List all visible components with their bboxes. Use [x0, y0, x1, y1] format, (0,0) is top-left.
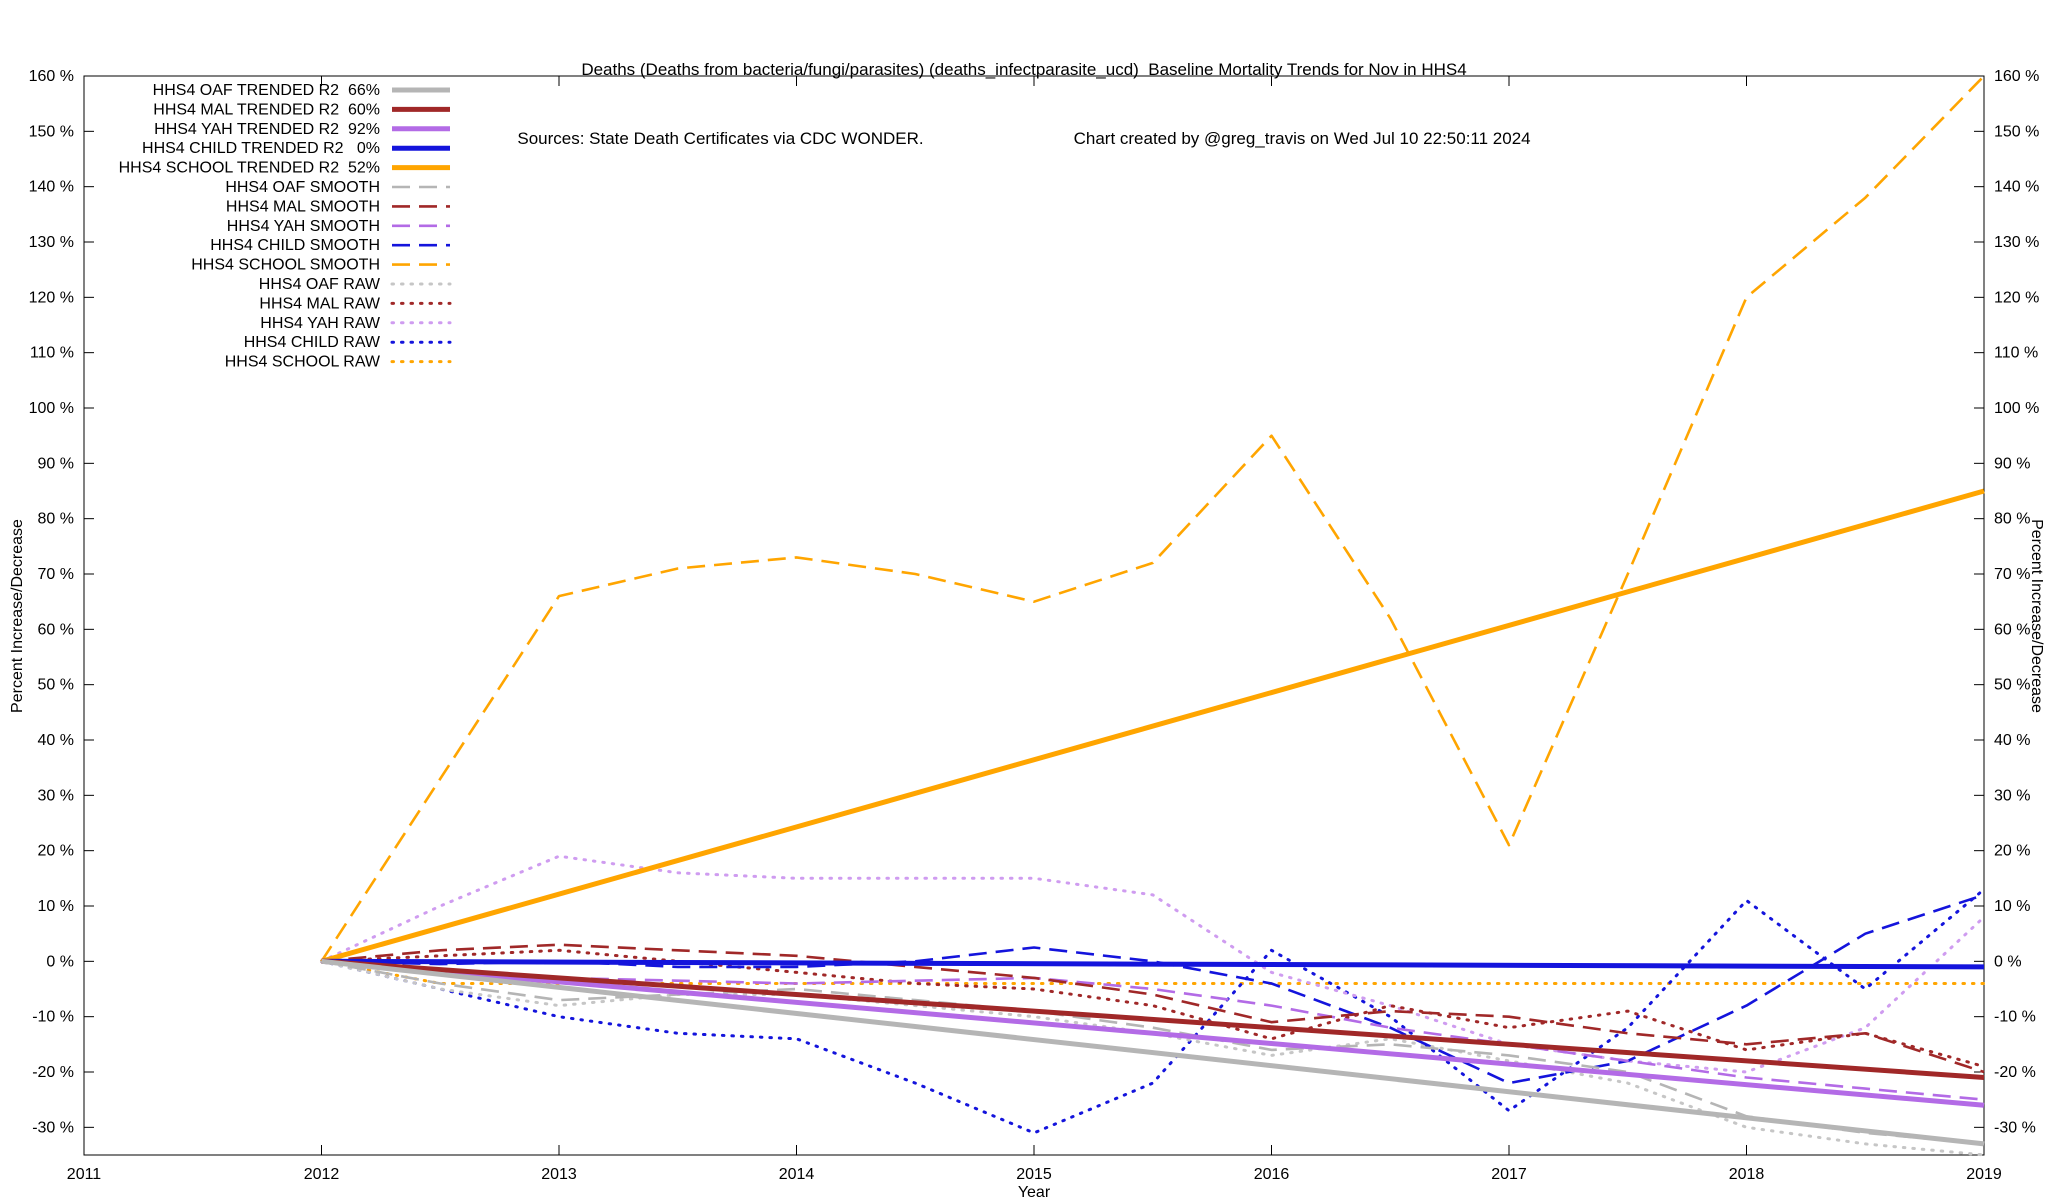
legend-label-yah-smooth: HHS4 YAH SMOOTH: [227, 218, 380, 235]
legend-label-school-trended: HHS4 SCHOOL TRENDED R2 52%: [119, 160, 380, 177]
series-line-mal-smooth: [321, 943, 1985, 1074]
y-tick-label-left: 130 %: [29, 234, 74, 251]
x-tick-label: 2013: [541, 1166, 577, 1183]
x-tick-label: 2018: [1729, 1166, 1765, 1183]
chart-subtitle: Sources: State Death Certificates via CD…: [0, 127, 2048, 150]
y-tick-label-right: 110 %: [1994, 345, 2038, 362]
series-line-school-raw: [320, 959, 1986, 985]
y-tick-label-left: 100 %: [29, 400, 74, 417]
legend-label-child-raw: HHS4 CHILD RAW: [244, 334, 381, 351]
series-line-mal-trended: [321, 958, 1985, 1080]
series-line-mal-raw: [320, 948, 1986, 1068]
legend-label-mal-smooth: HHS4 MAL SMOOTH: [226, 198, 380, 215]
y-tick-label-left: 80 %: [38, 511, 74, 528]
y-tick-label-right: 120 %: [1994, 289, 2039, 306]
legend-label-mal-trended: HHS4 MAL TRENDED R2 60%: [153, 101, 380, 118]
y-tick-label-right: 50 %: [1994, 677, 2030, 694]
y-tick-label-right: 20 %: [1994, 843, 2030, 860]
legend-label-mal-raw: HHS4 MAL RAW: [259, 295, 381, 312]
x-tick-label: 2011: [67, 1166, 102, 1183]
x-tick-label: 2019: [1966, 1166, 2002, 1183]
legend-label-child-trended: HHS4 CHILD TRENDED R2 0%: [142, 140, 380, 157]
y-tick-label-right: 90 %: [1994, 455, 2030, 472]
chart-title: Deaths (Deaths from bacteria/fungi/paras…: [581, 60, 1467, 79]
x-axis-label: Year: [1018, 1184, 1051, 1200]
x-tick-label: 2016: [1254, 1166, 1290, 1183]
series-line-oaf-trended: [321, 958, 1985, 1147]
series-line-child-raw: [320, 887, 1986, 1135]
y-tick-label-left: 20 %: [38, 843, 74, 860]
y-tick-label-left: 110 %: [30, 345, 74, 362]
y-tick-label-left: 160 %: [29, 68, 74, 85]
y-tick-label-right: 100 %: [1994, 400, 2039, 417]
y-tick-label-left: 60 %: [38, 621, 74, 638]
legend-label-school-smooth: HHS4 SCHOOL SMOOTH: [191, 257, 380, 274]
y-tick-label-right: -10 %: [1994, 1009, 2036, 1026]
x-tick-label: 2015: [1016, 1166, 1052, 1183]
legend-label-yah-raw: HHS4 YAH RAW: [260, 315, 381, 332]
y-tick-label-right: 40 %: [1994, 732, 2030, 749]
y-tick-label-right: 160 %: [1994, 68, 2039, 85]
legend-label-oaf-raw: HHS4 OAF RAW: [259, 276, 381, 293]
y-tick-label-left: 30 %: [38, 787, 74, 804]
chart-subtitle-sources: Sources: State Death Certificates via CD…: [517, 129, 924, 148]
y-tick-label-right: 70 %: [1994, 566, 2030, 583]
legend-label-school-raw: HHS4 SCHOOL RAW: [225, 354, 381, 371]
y-tick-label-right: 130 %: [1994, 234, 2039, 251]
y-tick-label-left: 0 %: [46, 953, 74, 970]
chart-subtitle-credit: Chart created by @greg_travis on Wed Jul…: [1073, 129, 1531, 148]
y-tick-label-left: 150 %: [29, 123, 74, 140]
y-tick-label-left: 50 %: [38, 677, 74, 694]
series-line-school-trended: [320, 488, 1985, 964]
y-tick-label-right: 10 %: [1994, 898, 2030, 915]
y-axis-label-right: Percent Increase/Decrease: [2028, 519, 2045, 713]
y-tick-label-left: 40 %: [38, 732, 74, 749]
chart-generated: -30 % -30 % -20 % -20 % -10 % -10 % 0 % 0 % 10 %…: [29, 68, 2040, 1183]
x-tick-label: 2017: [1491, 1166, 1527, 1183]
series-line-yah-trended: [321, 958, 1985, 1108]
y-tick-label-left: 120 %: [29, 289, 74, 306]
series-line-child-trended: [321, 958, 1985, 970]
x-tick-label: 2014: [779, 1166, 815, 1183]
y-tick-label-right: -20 %: [1994, 1064, 2036, 1081]
y-tick-label-left: 140 %: [29, 179, 74, 196]
x-tick-label: 2012: [304, 1166, 340, 1183]
y-tick-label-right: 0 %: [1994, 953, 2022, 970]
y-tick-label-right: -30 %: [1994, 1119, 2036, 1136]
chart-header: Deaths (Deaths from bacteria/fungi/paras…: [0, 12, 2048, 196]
series-line-oaf-smooth: [321, 960, 1985, 1146]
y-tick-label-left: -30 %: [32, 1119, 74, 1136]
y-axis-label-left: Percent Increase/Decrease: [9, 519, 26, 713]
y-tick-label-right: 30 %: [1994, 787, 2030, 804]
y-tick-label-left: -10 %: [32, 1009, 74, 1026]
legend-label-yah-trended: HHS4 YAH TRENDED R2 92%: [154, 121, 380, 138]
y-tick-label-right: 140 %: [1994, 179, 2039, 196]
y-tick-label-right: 80 %: [1994, 511, 2030, 528]
series-line-school-smooth: [320, 75, 1985, 963]
legend-label-oaf-trended: HHS4 OAF TRENDED R2 66%: [153, 82, 380, 99]
legend-label-child-smooth: HHS4 CHILD SMOOTH: [210, 237, 380, 254]
legend-label-oaf-smooth: HHS4 OAF SMOOTH: [225, 179, 380, 196]
y-tick-label-left: 90 %: [38, 455, 74, 472]
y-tick-label-right: 150 %: [1994, 123, 2039, 140]
y-tick-label-left: 10 %: [38, 898, 74, 915]
y-tick-label-right: 60 %: [1994, 621, 2030, 638]
y-tick-label-left: 70 %: [38, 566, 74, 583]
series-line-yah-raw: [320, 854, 1986, 1074]
y-tick-label-left: -20 %: [32, 1064, 74, 1081]
